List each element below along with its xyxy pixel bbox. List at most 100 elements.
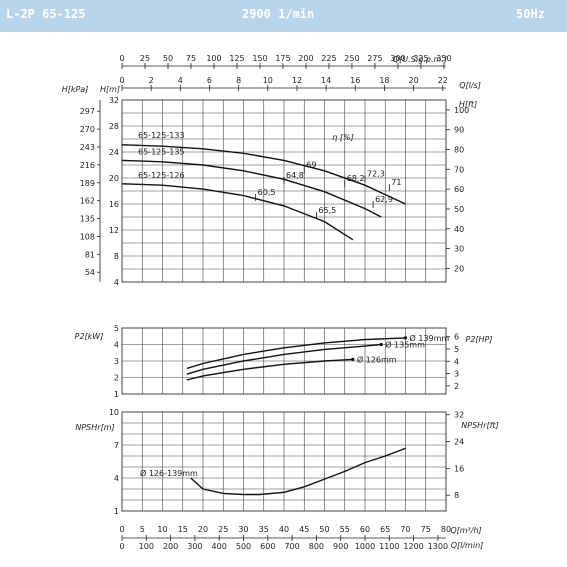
bottom-axis-lmin-title: Q[l/min] — [451, 541, 484, 550]
bottom-axis-m3h-tick-label: 25 — [218, 525, 228, 534]
head-axis-kpa-tick-label: 270 — [80, 125, 95, 134]
bottom-axis-m3h-tick-label: 15 — [178, 525, 188, 534]
top-axis-ls-tick-label: 4 — [178, 76, 183, 85]
efficiency-label: 71 — [391, 178, 401, 187]
npsh-axis-ft-tick-label: 16 — [454, 464, 464, 473]
npsh-axis-m-tick-label: 1 — [114, 507, 119, 516]
top-axis-gpm-tick-label: 175 — [275, 54, 290, 63]
head-axis-kpa-tick-label: 135 — [80, 215, 95, 224]
npsh-axis-m-tick-label: 7 — [114, 441, 119, 450]
top-axis-gpm-tick-label: 300 — [390, 54, 405, 63]
head-axis-ft-tick-label: 60 — [454, 185, 464, 194]
top-axis-ls-tick-label: 0 — [119, 76, 124, 85]
head-axis-m-tick-label: 8 — [114, 252, 119, 261]
bottom-axis-lmin-tick-label: 600 — [260, 542, 275, 551]
top-axis-gpm-tick-label: 50 — [163, 54, 173, 63]
top-axis-ls-tick-label: 18 — [379, 76, 389, 85]
head-axis-kpa-tick-label: 243 — [80, 143, 95, 152]
top-axis-gpm-title: Q[U.S.g.p.m.] — [393, 55, 447, 64]
top-axis-gpm-tick-label: 25 — [140, 54, 150, 63]
head-axis-kpa-tick-label: 216 — [80, 161, 95, 170]
head-axis-ft-tick-label: 50 — [454, 205, 464, 214]
npsh-axis-m-tick-label: 4 — [114, 474, 119, 483]
top-axis-gpm-tick-label: 150 — [252, 54, 267, 63]
head-axis-kpa-tick-label: 108 — [80, 232, 95, 241]
bottom-axis-lmin-tick-label: 900 — [333, 542, 348, 551]
power-curve-Ø 139mm — [186, 337, 406, 370]
head-axis-ft-tick-label: 90 — [454, 126, 464, 135]
top-axis-ls-tick-label: 22 — [438, 76, 448, 85]
head-curve-65-125-133 — [121, 144, 406, 205]
bottom-axis-m3h-tick-label: 5 — [140, 525, 145, 534]
power-axis-kw-tick-label: 3 — [114, 357, 119, 366]
npsh-axis-ft-tick-label: 24 — [454, 438, 464, 447]
head-axis-kpa-tick-label: 297 — [80, 107, 95, 116]
npsh-axis-m-tick-label: 10 — [109, 408, 119, 417]
head-axis-ft-tick-label: 70 — [454, 165, 464, 174]
bottom-axis-m3h-tick-label: 0 — [119, 525, 124, 534]
power-curve-label: Ø 135mm — [385, 340, 425, 350]
head-axis-kpa-tick-label: 81 — [85, 250, 95, 259]
power-axis-kw-tick-label: 2 — [114, 374, 119, 383]
head-axis-kpa-title: H[kPa] — [62, 85, 89, 94]
chart-header: L-2P 65-125 2900 1/min 50Hz — [0, 0, 567, 32]
bottom-axis-m3h-tick-label: 20 — [198, 525, 208, 534]
top-axis-gpm-tick-label: 0 — [119, 54, 124, 63]
power-curve-end-marker — [379, 342, 383, 347]
top-axis-gpm-tick-label: 125 — [229, 54, 244, 63]
efficiency-label: 64,8 — [286, 171, 304, 180]
top-axis-ls-tick-label: 12 — [292, 76, 302, 85]
power-curve-Ø 135mm — [186, 343, 382, 375]
bottom-axis-m3h-tick-label: 30 — [238, 525, 248, 534]
head-axis-m-tick-label: 24 — [109, 148, 119, 157]
bottom-axis-m3h-tick-label: 40 — [279, 525, 289, 534]
efficiency-axis-title: η [%] — [332, 133, 353, 142]
efficiency-label: 72,3 — [367, 170, 385, 179]
head-axis-ft-tick-label: 80 — [454, 146, 464, 155]
bottom-axis-lmin-tick-label: 1300 — [428, 542, 448, 551]
bottom-axis-m3h-title: Q[m³/h] — [450, 526, 481, 535]
bottom-axis-lmin-tick-label: 200 — [163, 542, 178, 551]
bottom-axis-lmin-tick-label: 0 — [119, 542, 124, 551]
head-axis-m-tick-label: 28 — [109, 122, 119, 131]
npsh-axis-ft-title: NPSHr[ft] — [461, 421, 498, 430]
pump-model-label: L-2P 65-125 — [6, 7, 86, 21]
head-axis-ft-tick-label: 30 — [454, 245, 464, 254]
top-axis-ls-tick-label: 20 — [409, 76, 419, 85]
top-axis-gpm-tick-label: 200 — [298, 54, 313, 63]
npsh-curve — [190, 447, 406, 496]
power-axis-kw-title: P2[kW] — [75, 332, 104, 341]
bottom-axis-m3h-tick-label: 45 — [299, 525, 309, 534]
bottom-axis-lmin-tick-label: 1000 — [355, 542, 375, 551]
power-curve-label: Ø 126mm — [357, 354, 397, 364]
power-curve-label: Ø 139mm — [410, 333, 450, 343]
top-axis-ls-tick-label: 8 — [236, 76, 241, 85]
head-curve-65-125-126 — [121, 183, 354, 241]
npsh-axis-m-title: NPSHr[m] — [75, 423, 114, 432]
head-axis-m-tick-label: 4 — [114, 278, 119, 287]
top-axis-gpm-tick-label: 100 — [206, 54, 221, 63]
top-axis-ls-tick-label: 16 — [350, 76, 360, 85]
power-axis-kw-tick-label: 4 — [114, 341, 119, 350]
bottom-axis-m3h-tick-label: 10 — [157, 525, 167, 534]
head-axis-m-tick-label: 12 — [109, 226, 119, 235]
head-axis-ft-tick-label: 20 — [454, 264, 464, 273]
bottom-axis-m3h-tick-label: 35 — [259, 525, 269, 534]
top-axis-gpm-tick-label: 350 — [436, 54, 451, 63]
efficiency-label: 60,5 — [258, 188, 276, 197]
power-axis-hp-title: P2[HP] — [466, 335, 493, 344]
top-axis-ls-tick-label: 14 — [321, 76, 331, 85]
power-curve-Ø 126mm — [186, 358, 353, 381]
bottom-axis-m3h-tick-label: 50 — [319, 525, 329, 534]
top-axis-gpm-tick-label: 225 — [321, 54, 336, 63]
bottom-axis-m3h-tick-label: 75 — [421, 525, 431, 534]
speed-label: 2900 1/min — [242, 7, 315, 21]
bottom-axis-lmin-tick-label: 300 — [187, 542, 202, 551]
head-axis-ft-title: H[ft] — [459, 100, 477, 109]
head-curve-65-125-135 — [121, 159, 382, 218]
head-axis-kpa-tick-label: 189 — [80, 179, 95, 188]
top-axis-gpm-tick-label: 325 — [413, 54, 428, 63]
bottom-axis-m3h-tick-label: 70 — [400, 525, 410, 534]
head-axis-kpa-tick-label: 54 — [85, 268, 95, 277]
